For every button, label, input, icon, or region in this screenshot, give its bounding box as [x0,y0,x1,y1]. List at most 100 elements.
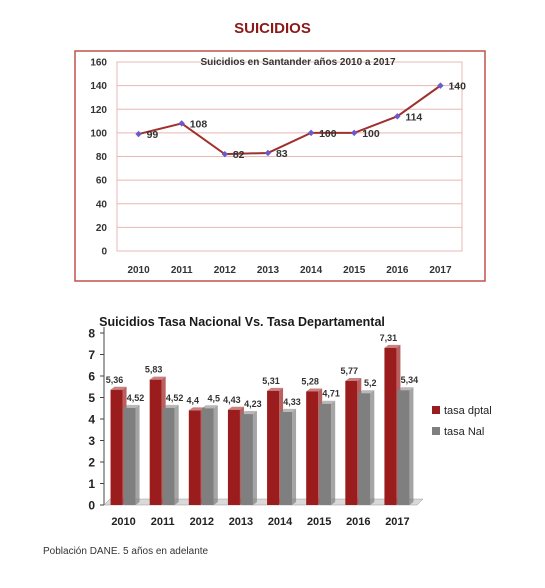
bar-side [213,405,218,505]
data-label: 100 [362,128,380,140]
page-title: SUICIDIOS [234,20,311,37]
data-label: 7,31 [380,333,398,343]
bar-front [110,389,123,505]
bar-tasa-nal [319,400,336,505]
bar-chart-tasas: Suicidios Tasa Nacional Vs. Tasa Departa… [88,315,491,528]
y-tick-label: 8 [88,327,95,341]
bar-front [306,391,319,505]
bar-top [162,404,179,408]
bar-top [306,388,323,392]
bar-side [370,390,375,505]
bar-top [240,411,257,415]
data-label: 5,34 [401,375,419,385]
bar-top [345,377,362,381]
bar-tasa-nal [397,387,414,505]
bar-side [135,404,140,505]
data-label: 5,31 [262,376,280,386]
legend-swatch [432,427,440,435]
data-point [437,82,444,89]
y-tick-label: 3 [88,434,95,448]
bar-side [174,404,179,505]
data-label: 4,33 [283,397,301,407]
bar-front [240,414,253,505]
y-tick-label: 6 [88,370,95,384]
x-tick-label: 2012 [190,516,214,528]
bar-top [267,387,284,391]
y-tick-label: 160 [90,58,107,69]
x-tick-label: 2017 [385,516,409,528]
bar-top [227,406,244,410]
data-label: 4,71 [322,389,340,399]
series-line [138,84,442,156]
data-label: 5,83 [145,365,163,375]
bar-tasa-nal [358,390,375,505]
y-tick-label: 120 [90,105,107,116]
bar-tasa-nal [123,404,140,505]
data-point [394,113,401,120]
data-label: 100 [319,128,337,140]
bar-front [188,410,201,505]
bar-top [397,387,414,391]
y-tick-label: 7 [88,348,95,362]
bar-top [201,405,218,409]
data-label: 108 [190,118,208,130]
x-tick-label: 2011 [171,265,193,276]
y-tick-label: 0 [88,499,95,513]
footer-note: Población DANE. 5 años en adelante [43,546,209,557]
bar-front [280,411,293,505]
x-tick-label: 2010 [127,265,150,276]
x-tick-label: 2011 [151,516,175,528]
data-label: 114 [405,111,422,123]
data-point [178,120,185,127]
bar-front [149,379,162,505]
y-tick-label: 140 [90,81,107,92]
x-tick-label: 2016 [386,265,409,276]
x-tick-label: 2014 [300,265,323,276]
bar-side [331,400,336,505]
x-tick-label: 2017 [429,265,452,276]
y-tick-label: 20 [96,223,108,234]
x-tick-label: 2016 [346,516,370,528]
bar-top [358,390,375,394]
y-tick-label: 60 [96,176,108,187]
x-tick-label: 2015 [307,516,331,528]
bar-front [227,409,240,505]
bar-tasa-nal [162,404,179,505]
x-tick-label: 2013 [257,265,280,276]
data-point [264,149,272,157]
bar-front [319,403,332,505]
bar-top [319,400,336,404]
data-label: 4,23 [244,399,262,409]
y-tick-label: 0 [101,247,107,258]
x-tick-label: 2014 [268,516,293,528]
data-label: 4,43 [223,395,241,405]
y-tick-label: 40 [96,199,108,210]
x-tick-label: 2015 [343,265,366,276]
data-label: 4,52 [166,393,184,403]
bar-front [201,408,214,505]
line-chart-santander: 0 20 40 60 80 100 120 140 160 2010 2011 2012 2013 201… [74,50,486,282]
bar-top [110,386,127,390]
data-label: 4,52 [127,393,145,403]
bar-front [162,407,175,505]
data-label: 4,5 [208,393,221,403]
y-tick-label: 4 [88,413,95,427]
data-point [221,150,229,158]
chart-title: Suicidios Tasa Nacional Vs. Tasa Departa… [99,315,385,329]
bar-tasa-nal [280,408,297,505]
legend-swatch [432,406,440,414]
data-label: 82 [233,149,245,161]
bar-top [123,404,140,408]
y-tick-label: 80 [96,152,108,163]
data-label: 5,77 [341,366,359,376]
data-point [135,130,142,138]
bar-front [267,390,280,505]
bar-front [384,347,397,505]
x-tick-label: 2012 [214,265,237,276]
bar-front [345,380,358,505]
data-label: 4,4 [187,395,200,405]
bar-top [188,407,205,411]
data-label: 83 [276,148,288,160]
bar-front [123,407,136,505]
data-label: 5,36 [106,375,124,385]
